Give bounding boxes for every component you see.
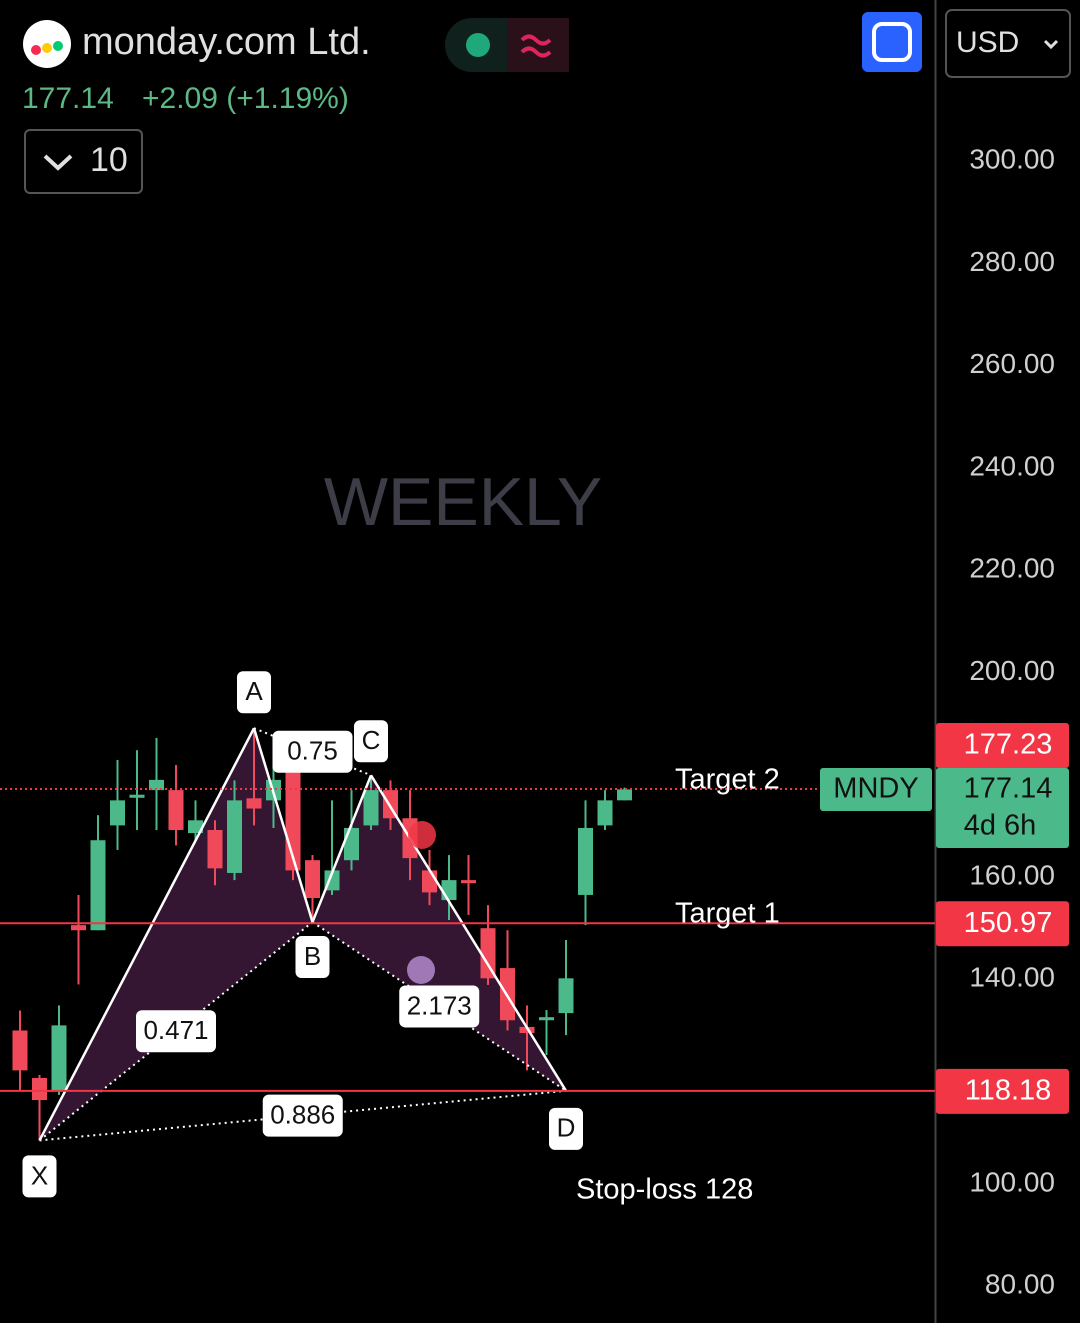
ratio-label: 0.75 [287, 736, 338, 766]
watermark: WEEKLY [324, 464, 602, 540]
point-label: X [31, 1160, 48, 1190]
candle-body [12, 1030, 28, 1071]
status-pill-right [507, 18, 569, 72]
plot-area [12, 728, 632, 1141]
price-label-box [936, 901, 1069, 947]
point-label-box [295, 936, 330, 979]
logo-dot [42, 43, 52, 53]
overlay: 0.471 0.75 2.173 0.886 X A B C D MNDY [0, 671, 935, 1198]
pattern-leg [252, 727, 314, 923]
symbol-box [820, 768, 932, 811]
y-tick-label: 100.00 [969, 1166, 1055, 1197]
point-label-box [237, 671, 271, 714]
candle-body [558, 978, 574, 1014]
interval-button[interactable] [24, 129, 143, 194]
y-tick-label: 220.00 [969, 553, 1055, 584]
pattern-leg [38, 727, 256, 1142]
annotation: Target 2 [675, 764, 780, 796]
currency-select[interactable] [945, 9, 1071, 78]
chevron [1043, 39, 1059, 50]
point-label: D [557, 1113, 576, 1143]
ratio-label: 2.173 [407, 990, 472, 1020]
point-label-box [22, 1155, 57, 1198]
candle-body [578, 827, 593, 895]
logo-dot [53, 41, 63, 51]
candle-body [71, 925, 86, 931]
ratio-label-box [262, 1094, 343, 1137]
y-tick-label: 200.00 [969, 655, 1055, 686]
symbol-title: monday.com Ltd. [82, 21, 371, 63]
currency: USD [956, 26, 1019, 59]
ratio-label-box [399, 985, 480, 1028]
candle-body [597, 800, 613, 826]
last-price-box [936, 768, 1069, 848]
annotation: Stop-loss 128 [576, 1174, 753, 1206]
y-tick-label: 140.00 [969, 962, 1055, 993]
candle-body [617, 789, 632, 801]
price-label: 150.97 [964, 907, 1053, 939]
y-tick-label: 160.00 [969, 859, 1055, 890]
y-tick-label: 280.00 [969, 246, 1055, 277]
candle-body [480, 928, 496, 979]
pattern-leg [311, 774, 373, 923]
candle-body [539, 1017, 554, 1021]
y-tick-label: 80.00 [985, 1269, 1055, 1300]
candle-body [110, 800, 125, 826]
y-tick-label: 240.00 [969, 450, 1055, 481]
pattern-area [39, 728, 313, 1141]
annotation: Target 1 [675, 898, 780, 930]
wave-icon [520, 34, 552, 58]
point-label-box [354, 720, 388, 763]
ratio-line [311, 921, 567, 1092]
ratio-label: 0.471 [143, 1015, 208, 1045]
candle-body [207, 830, 223, 869]
price-label: 177.23 [964, 729, 1053, 761]
ratio-label-box [136, 1010, 216, 1053]
fullscreen-button[interactable] [862, 12, 922, 72]
last-price: 177.14 [22, 82, 114, 115]
y-tick-label: 260.00 [969, 348, 1055, 379]
candle-body [90, 840, 106, 931]
candle-body [129, 794, 145, 798]
pattern-leg [369, 774, 568, 1092]
candle-body [32, 1078, 47, 1101]
symbol-label: MNDY [833, 773, 918, 805]
point-label: A [245, 676, 263, 706]
chevron [43, 154, 73, 171]
logo-dot [31, 45, 41, 55]
countdown: 4d 6h [964, 810, 1037, 842]
candle-body [441, 880, 457, 901]
candle-body [227, 800, 242, 873]
candle-body [188, 820, 203, 834]
y-tick-label: 300.00 [969, 143, 1055, 174]
market-open-dot [466, 33, 490, 57]
alert-icon [407, 956, 435, 984]
candle-body [246, 798, 262, 809]
price-label-box [936, 1068, 1069, 1114]
price-label-box [936, 723, 1069, 768]
candle-body [344, 827, 359, 861]
candle-body [363, 790, 379, 826]
candle-body [51, 1025, 67, 1091]
point-label: C [362, 725, 381, 755]
price-change: +2.09 (+1.19%) [142, 82, 349, 115]
candle-body [168, 790, 184, 831]
point-label-box [549, 1107, 583, 1150]
price-label: 118.18 [965, 1075, 1052, 1107]
interval: 10 [90, 141, 128, 179]
ratio-label-box [272, 730, 353, 773]
candle-body [461, 880, 476, 884]
fullscreen-icon [872, 22, 912, 62]
candle-body [305, 860, 320, 899]
candle-body [422, 870, 437, 893]
last-price-label: 177.14 [964, 773, 1053, 805]
alert-icon [408, 821, 436, 849]
ratio-label: 0.886 [270, 1100, 335, 1130]
point-label: B [304, 941, 321, 971]
candle-body [149, 779, 164, 791]
price-axis: 300.00280.00260.00240.00220.00200.00180.… [936, 143, 1069, 1300]
